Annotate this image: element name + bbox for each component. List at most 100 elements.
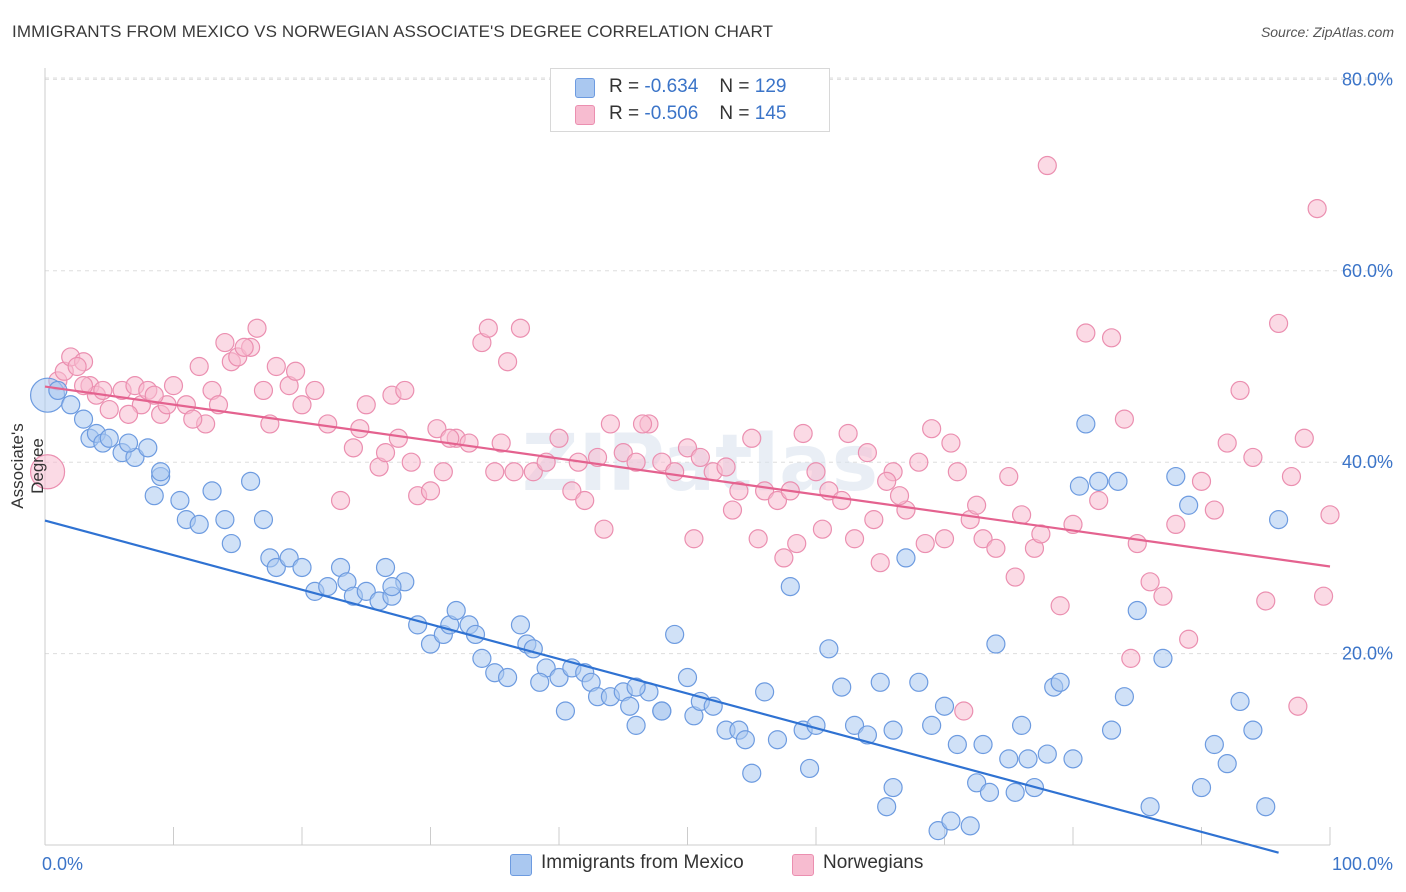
norwegians-point: [388, 428, 408, 448]
norwegians-point: [652, 452, 672, 472]
norwegians-point: [1114, 409, 1135, 429]
norwegians-point: [375, 443, 396, 463]
norwegians-point: [767, 490, 788, 511]
mexico-point: [1140, 797, 1160, 817]
mexico-point: [170, 490, 190, 511]
mexico-point: [61, 395, 81, 415]
y-tick-label: 20.0%: [1342, 644, 1393, 664]
mexico-point: [973, 734, 993, 755]
mexico-point: [780, 577, 800, 597]
norwegians-point: [1140, 572, 1160, 592]
mexico-point: [883, 720, 903, 740]
legend-n-label: N =: [719, 103, 750, 124]
norwegians-point: [915, 533, 935, 554]
norwegians-point: [1089, 490, 1109, 511]
mexico-point: [279, 548, 299, 568]
mexico-point: [549, 667, 569, 688]
mexico-point: [947, 734, 967, 755]
norwegians-point: [1050, 596, 1070, 616]
norwegians-point: [183, 409, 203, 429]
norwegians-point: [613, 443, 633, 463]
norwegians-point: [420, 481, 441, 501]
norwegians-point: [838, 423, 858, 444]
mexico-point: [266, 557, 286, 578]
chart-title: IMMIGRANTS FROM MEXICO VS NORWEGIAN ASSO…: [12, 22, 774, 41]
mexico-point: [626, 677, 646, 697]
norwegians-point: [330, 490, 351, 511]
norwegians-trend-line: [44, 385, 1331, 568]
norwegians-point: [247, 318, 267, 338]
x-tick-label-left: 0.0%: [42, 854, 83, 874]
norwegians-point: [292, 395, 312, 415]
norwegians-point: [433, 462, 453, 482]
mexico-point: [1268, 510, 1289, 530]
norwegians-point: [562, 481, 582, 501]
y-axis-label: Associate's Degree: [8, 423, 47, 509]
mexico-point: [555, 701, 576, 721]
norwegians-point: [844, 529, 865, 549]
mexico-point: [986, 634, 1006, 654]
mexico-point: [967, 773, 987, 793]
legend-label-mexico: Immigrants from Mexico: [541, 852, 744, 873]
mexico-point: [138, 438, 158, 458]
mexico-point: [735, 730, 755, 750]
mexico-point: [742, 763, 762, 783]
mexico-point: [382, 577, 402, 597]
mexico-point: [819, 639, 839, 659]
mexico-point: [73, 409, 94, 429]
norwegians-point: [1307, 198, 1327, 219]
norwegians-point: [1313, 586, 1334, 606]
mexico-point: [215, 510, 235, 530]
norwegians-points: [29, 155, 1340, 721]
mexico-point: [934, 696, 955, 716]
norwegians-point: [716, 457, 736, 477]
norwegians-point: [401, 452, 421, 472]
norwegians-point: [889, 486, 910, 506]
mexico-point: [767, 730, 788, 750]
norwegians-point: [1230, 380, 1250, 401]
norwegians-point: [587, 447, 608, 468]
legend-r-value: -0.506: [644, 103, 699, 124]
norwegians-point: [999, 466, 1019, 487]
mexico-point: [523, 639, 543, 659]
norwegians-point: [523, 462, 543, 482]
mexico-point: [1114, 687, 1135, 707]
mexico-point: [189, 514, 209, 535]
y-tick-labels: 20.0% 40.0% 60.0% 80.0%: [1342, 69, 1393, 663]
source-credit: Source: ZipAtlas.com: [1260, 24, 1394, 40]
mexico-point: [498, 667, 518, 688]
norwegians-point: [632, 414, 653, 434]
legend-label-norwegians: Norwegians: [823, 852, 924, 873]
norwegians-point: [285, 361, 306, 381]
legend-swatch-pink: [792, 854, 814, 876]
norwegians-point: [774, 548, 794, 568]
norwegians-point: [395, 380, 415, 401]
mexico-point: [1018, 749, 1038, 769]
norwegians-point: [1011, 505, 1032, 525]
mexico-point: [960, 816, 980, 836]
mexico-points: [29, 377, 1289, 841]
norwegians-point: [99, 399, 119, 420]
norwegians-point: [266, 356, 286, 377]
norwegians-point: [504, 462, 524, 482]
y-tick-label: 40.0%: [1342, 452, 1393, 472]
mexico-point: [144, 486, 164, 506]
mexico-point: [446, 600, 466, 621]
mexico-point: [420, 634, 441, 654]
mexico-point: [857, 725, 878, 745]
mexico-point: [1230, 691, 1250, 712]
mexico-point: [832, 677, 852, 697]
mexico-point: [665, 624, 685, 645]
norwegians-point: [1127, 533, 1147, 554]
mexico-point: [1037, 744, 1057, 764]
mexico-point: [1256, 797, 1276, 817]
norwegians-point: [118, 404, 139, 424]
norwegians-point: [318, 414, 338, 434]
norwegians-point: [967, 495, 987, 515]
norwegians-point: [1037, 155, 1057, 176]
norwegians-point: [665, 462, 685, 482]
legend-swatch-blue: [575, 78, 595, 98]
norwegians-point: [215, 332, 235, 353]
norwegians-point: [832, 490, 852, 511]
mexico-point: [530, 672, 550, 692]
